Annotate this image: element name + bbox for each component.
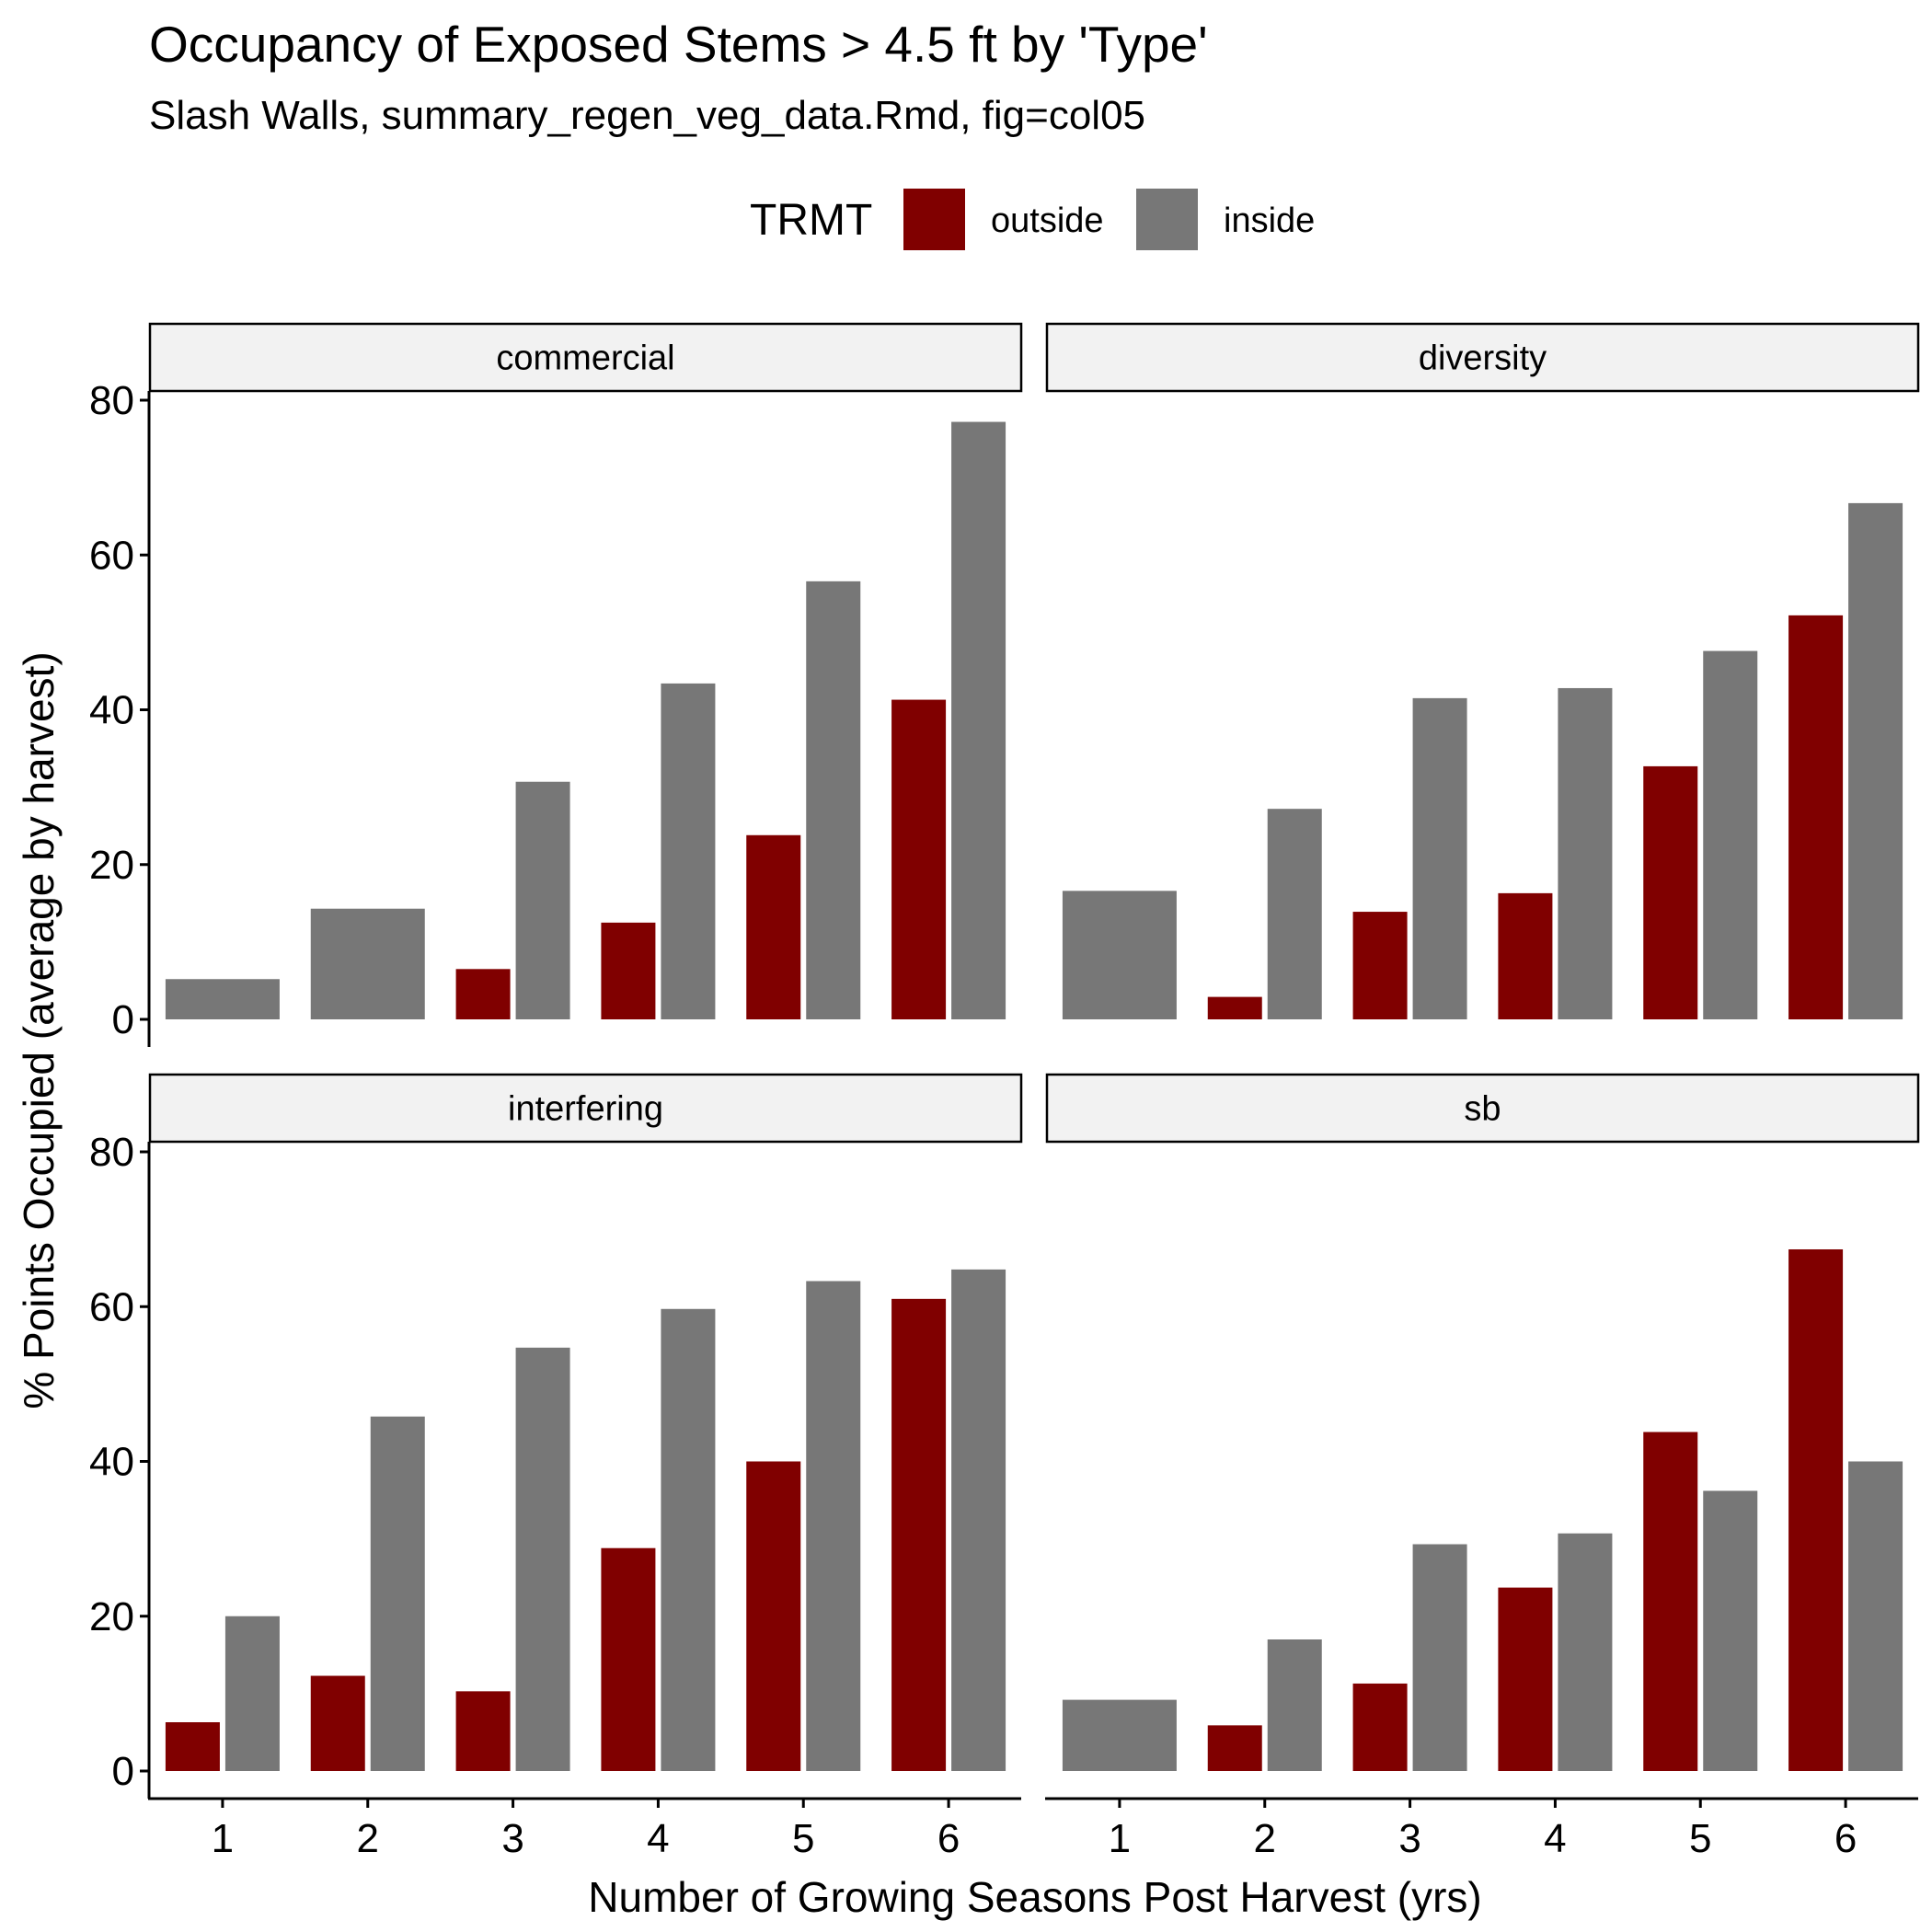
x-tick-label-sb-1: 1 [1109,1816,1131,1861]
panel-interfering: interfering 0 20 40 60 80 1 2 3 4 5 6 [89,1073,1023,1861]
strip-commercial [148,322,1023,393]
bar-diversity-outside-3 [1352,912,1408,1019]
bar-commercial-inside-1 [165,979,280,1019]
legend-key-outside [903,189,965,250]
x-tick-label-interfering-6: 6 [937,1816,960,1861]
bar-diversity-inside-6 [1848,502,1903,1019]
bar-sb-outside-4 [1498,1587,1553,1771]
x-tick-label-interfering-4: 4 [647,1816,669,1861]
legend-label-outside: outside [991,201,1104,240]
legend-label-inside: inside [1224,201,1315,240]
bar-interfering-outside-4 [601,1547,656,1771]
chart-subtitle: Slash Walls, summary_regen_veg_data.Rmd,… [149,93,1145,138]
bar-sb-outside-3 [1352,1683,1408,1771]
strip-label-diversity: diversity [1419,339,1547,378]
bar-sb-outside-6 [1788,1248,1844,1771]
bar-sb-inside-2 [1267,1639,1322,1771]
y-tick-label-interfering-40: 40 [89,1440,134,1485]
strip-sb [1045,1073,1920,1144]
bar-commercial-inside-3 [515,781,570,1019]
bar-interfering-inside-6 [951,1269,1006,1771]
y-tick-label-interfering-60: 60 [89,1284,134,1329]
y-tick-label-commercial-80: 80 [89,378,134,423]
x-axis-title: Number of Growing Seasons Post Harvest (… [588,1873,1481,1921]
y-tick-label-commercial-0: 0 [112,997,134,1042]
bar-sb-inside-1 [1062,1699,1177,1771]
bar-sb-inside-5 [1703,1490,1758,1771]
bar-diversity-inside-5 [1703,650,1758,1019]
strip-diversity [1045,322,1920,393]
bar-interfering-inside-5 [806,1281,861,1771]
legend: TRMT outside inside [750,189,1315,250]
bar-interfering-outside-2 [310,1675,365,1771]
bar-interfering-inside-3 [515,1347,570,1771]
legend-key-inside [1136,189,1198,250]
bar-diversity-outside-6 [1788,615,1844,1019]
x-tick-label-sb-3: 3 [1398,1816,1420,1861]
y-tick-label-commercial-40: 40 [89,688,134,733]
y-tick-label-commercial-60: 60 [89,533,134,578]
x-tick-label-sb-4: 4 [1544,1816,1566,1861]
x-tick-label-sb-5: 5 [1689,1816,1711,1861]
bar-interfering-outside-5 [746,1461,801,1771]
y-tick-label-interfering-0: 0 [112,1749,134,1794]
y-tick-label-interfering-80: 80 [89,1130,134,1175]
bar-commercial-inside-5 [806,581,861,1019]
bar-sb-outside-5 [1643,1432,1698,1771]
bar-commercial-inside-2 [310,908,425,1019]
bar-sb-inside-3 [1412,1544,1467,1771]
bar-interfering-inside-2 [370,1416,425,1771]
x-tick-label-sb-6: 6 [1834,1816,1857,1861]
bar-commercial-outside-3 [455,969,511,1019]
x-tick-label-interfering-2: 2 [357,1816,379,1861]
bar-diversity-inside-4 [1558,687,1613,1019]
x-tick-label-sb-2: 2 [1254,1816,1276,1861]
bar-interfering-outside-6 [891,1298,947,1771]
bar-interfering-outside-3 [455,1691,511,1771]
bar-interfering-inside-4 [661,1308,716,1771]
x-tick-label-interfering-1: 1 [212,1816,234,1861]
strip-interfering [148,1073,1023,1144]
strip-label-interfering: interfering [508,1090,663,1129]
bar-diversity-outside-4 [1498,892,1553,1019]
bar-sb-outside-2 [1207,1725,1262,1771]
bar-diversity-outside-5 [1643,765,1698,1019]
bar-diversity-inside-1 [1062,891,1177,1019]
bar-diversity-outside-2 [1207,996,1262,1019]
bar-commercial-inside-6 [951,421,1006,1019]
panel-sb: sb 1 2 3 4 5 6 [1045,1073,1920,1861]
bar-commercial-outside-4 [601,922,656,1019]
strip-label-commercial: commercial [496,339,674,378]
bar-interfering-inside-1 [224,1616,280,1771]
y-tick-label-commercial-20: 20 [89,843,134,888]
x-tick-label-interfering-5: 5 [792,1816,814,1861]
bar-commercial-inside-4 [661,683,716,1019]
panel-diversity: diversity [1045,322,1920,1019]
strip-label-sb: sb [1464,1090,1501,1129]
bar-commercial-outside-6 [891,699,947,1019]
y-axis-title: % Points Occupied (average by harvest) [15,651,63,1409]
bar-sb-inside-4 [1558,1533,1613,1771]
bar-interfering-outside-1 [165,1722,220,1771]
bar-sb-inside-6 [1848,1461,1903,1771]
bar-commercial-outside-5 [746,834,801,1019]
x-tick-label-interfering-3: 3 [501,1816,523,1861]
facet-panels: commercial 0 20 40 60 80 diversity interfering 0… [89,322,1920,1861]
y-tick-label-interfering-20: 20 [89,1594,134,1639]
bar-diversity-inside-3 [1412,697,1467,1019]
bar-diversity-inside-2 [1267,809,1322,1019]
panel-commercial: commercial 0 20 40 60 80 [89,322,1023,1047]
legend-title: TRMT [750,196,872,245]
chart-title: Occupancy of Exposed Stems > 4.5 ft by '… [149,16,1208,73]
